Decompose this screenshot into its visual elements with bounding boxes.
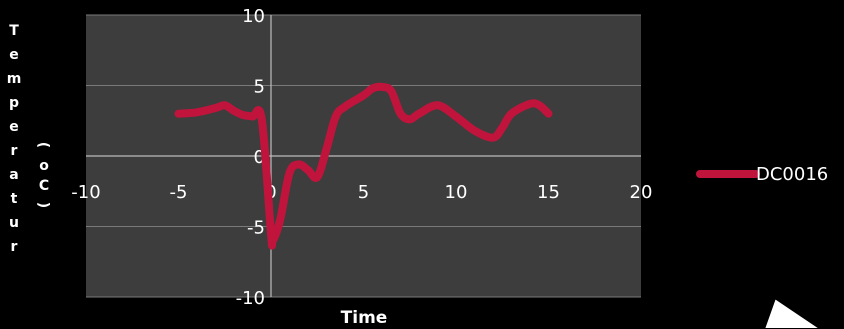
- y-tick-label: -10: [236, 288, 265, 309]
- y-unit-glyph: C: [39, 178, 49, 194]
- y-label-letter: a: [9, 167, 18, 183]
- y-label-letter: r: [11, 239, 18, 255]
- y-tick-label: -5: [247, 218, 265, 239]
- cursor-pointer-icon: [762, 296, 823, 329]
- y-tick-label: 0: [254, 147, 265, 168]
- y-tick-labels: 10 5 0 -5 -10: [236, 6, 265, 309]
- x-tick-label: 10: [445, 182, 468, 203]
- x-tick-labels: -10 -5 0 5 10 15 20: [71, 182, 652, 203]
- y-label-letter: m: [7, 71, 22, 87]
- x-tick-label: -5: [170, 182, 188, 203]
- x-tick-label: 15: [537, 182, 560, 203]
- y-label-letter: r: [11, 143, 18, 159]
- series-lines: [174, 82, 553, 250]
- y-label-letter: u: [9, 215, 19, 231]
- x-tick-label: -10: [71, 182, 100, 203]
- y-label-letter: t: [11, 191, 18, 207]
- series-line-dc0016: [174, 82, 553, 250]
- x-tick-label: 20: [630, 182, 653, 203]
- y-tick-label: 10: [242, 6, 265, 27]
- y-unit-glyph: ): [35, 202, 51, 208]
- legend-label-dc0016: DC0016: [756, 164, 828, 185]
- y-label-letter: e: [9, 119, 19, 135]
- y-axis-unit-label: ( oC): [35, 142, 51, 208]
- y-label-letter: p: [9, 95, 19, 111]
- axes: [86, 15, 641, 297]
- legend: DC0016: [696, 164, 828, 185]
- y-label-letter: T: [9, 23, 19, 39]
- x-tick-label: 5: [358, 182, 369, 203]
- y-label-letter: e: [9, 47, 19, 63]
- x-axis-label: Time: [341, 308, 388, 328]
- y-tick-label: 5: [254, 77, 265, 98]
- y-unit-glyph: (: [35, 142, 51, 148]
- y-unit-glyph: o: [39, 158, 49, 174]
